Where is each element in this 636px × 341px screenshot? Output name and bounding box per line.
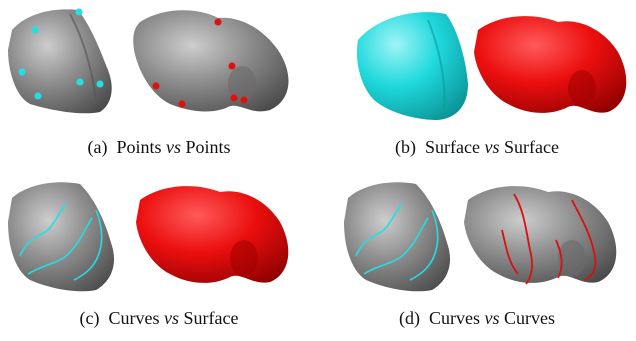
panel-d: (d) Curves vs Curves: [318, 170, 636, 341]
landmark-markers-target: [152, 18, 248, 108]
source-curves: [19, 203, 103, 281]
curves-vs-surface-figure: [8, 182, 289, 292]
caption-d: (d) Curves vs Curves: [399, 308, 555, 328]
surface-vs-surface-figure: [356, 12, 627, 121]
landmark-markers-source: [18, 8, 104, 100]
target-mesh: [133, 10, 289, 112]
source-mesh: [8, 182, 115, 292]
target-mesh: [464, 186, 617, 283]
source-surface: [356, 12, 468, 121]
curves-vs-curves-figure: [344, 182, 617, 292]
caption-c: (c) Curves vs Surface: [79, 308, 239, 328]
source-mesh: [344, 182, 451, 292]
caption-b: (b) Surface vs Surface: [395, 137, 559, 157]
target-surface: [474, 16, 627, 113]
caption-a: (a) Points vs Points: [87, 137, 231, 157]
points-vs-points-figure: [8, 8, 289, 114]
target-curves: [501, 193, 597, 285]
panel-c: (c) Curves vs Surface: [0, 170, 318, 341]
source-mesh: [8, 9, 112, 114]
source-curves: [355, 203, 439, 281]
panel-b: (b) Surface vs Surface: [318, 0, 636, 170]
panel-a: (a) Points vs Points: [0, 0, 318, 170]
target-surface: [136, 186, 289, 283]
